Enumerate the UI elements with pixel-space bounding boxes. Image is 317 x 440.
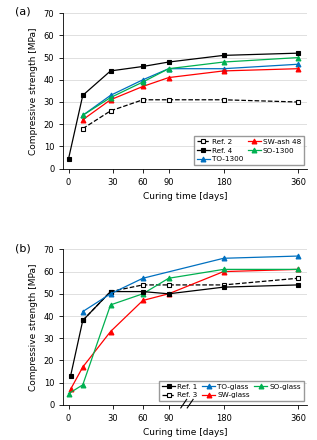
SO-glass [167, 275, 171, 281]
Ref. 1 [141, 289, 145, 294]
SW-ash 48 [141, 84, 145, 89]
Ref. 4 [109, 68, 113, 73]
TO-glass [222, 256, 225, 261]
Ref. 1 [69, 373, 73, 378]
Line: SO-glass: SO-glass [66, 267, 300, 396]
SW-ash 48 [109, 97, 113, 103]
Ref. 2 [296, 99, 300, 105]
Line: SW-ash 48: SW-ash 48 [80, 66, 300, 122]
Ref. 2 [81, 126, 85, 131]
Ref. 3 [109, 289, 113, 294]
Ref. 3 [296, 275, 300, 281]
SO-1300 [296, 55, 300, 60]
SO-glass [222, 267, 225, 272]
SO-glass [81, 382, 85, 388]
SW-glass [296, 267, 300, 272]
Ref. 1 [109, 289, 113, 294]
Legend: Ref. 2, Ref. 4, TO-1300, SW-ash 48, SO-1300: Ref. 2, Ref. 4, TO-1300, SW-ash 48, SO-1… [194, 136, 304, 165]
SW-glass [69, 387, 73, 392]
SW-ash 48 [81, 117, 85, 122]
SO-glass [109, 302, 113, 308]
TO-1300 [222, 66, 225, 71]
Line: Ref. 1: Ref. 1 [68, 282, 300, 378]
Ref. 2 [167, 97, 171, 103]
TO-glass [296, 253, 300, 259]
SO-1300 [167, 66, 171, 71]
Y-axis label: Compressive strength [MPa]: Compressive strength [MPa] [29, 27, 38, 154]
SO-glass [67, 391, 70, 396]
Line: Ref. 2: Ref. 2 [80, 97, 300, 131]
SW-glass [109, 329, 113, 334]
Ref. 3 [167, 282, 171, 288]
Ref. 4 [141, 64, 145, 69]
Ref. 4 [296, 51, 300, 56]
SW-ash 48 [167, 75, 171, 80]
Ref. 3 [81, 318, 85, 323]
SO-1300 [81, 113, 85, 118]
SW-glass [222, 269, 225, 274]
Ref. 2 [222, 97, 225, 103]
SO-1300 [222, 59, 225, 65]
Ref. 4 [167, 59, 171, 65]
Ref. 3 [222, 282, 225, 288]
TO-1300 [141, 77, 145, 82]
Ref. 2 [109, 108, 113, 114]
TO-1300 [81, 113, 85, 118]
SO-glass [141, 291, 145, 297]
Text: (a): (a) [15, 7, 30, 17]
TO-1300 [109, 93, 113, 98]
Line: TO-1300: TO-1300 [80, 62, 300, 118]
SO-1300 [109, 95, 113, 100]
SO-1300 [141, 79, 145, 84]
Ref. 1 [296, 282, 300, 288]
TO-glass [81, 309, 85, 314]
TO-glass [141, 275, 145, 281]
Text: (b): (b) [15, 243, 30, 253]
SW-ash 48 [222, 68, 225, 73]
TO-1300 [296, 62, 300, 67]
Y-axis label: Compressive strength [MPa]: Compressive strength [MPa] [29, 264, 38, 391]
Ref. 4 [222, 53, 225, 58]
SO-glass [296, 267, 300, 272]
Line: Ref. 3: Ref. 3 [80, 276, 300, 323]
Line: SO-1300: SO-1300 [80, 55, 300, 118]
X-axis label: Curing time [days]: Curing time [days] [143, 429, 228, 437]
Ref. 1 [167, 291, 171, 297]
Ref. 1 [81, 318, 85, 323]
X-axis label: Curing time [days]: Curing time [days] [143, 192, 228, 201]
Legend: Ref. 1, Ref. 3, TO-glass, SW-glass, SO-glass: Ref. 1, Ref. 3, TO-glass, SW-glass, SO-g… [159, 381, 304, 401]
TO-glass [109, 291, 113, 297]
Line: TO-glass: TO-glass [80, 253, 300, 314]
SW-glass [167, 291, 171, 297]
Ref. 4 [67, 156, 70, 161]
Ref. 2 [141, 97, 145, 103]
Ref. 4 [81, 93, 85, 98]
SW-glass [141, 298, 145, 303]
Ref. 1 [222, 285, 225, 290]
SW-glass [81, 364, 85, 370]
TO-1300 [167, 66, 171, 71]
Line: SW-glass: SW-glass [68, 267, 300, 392]
Line: Ref. 4: Ref. 4 [66, 51, 300, 161]
SW-ash 48 [296, 66, 300, 71]
Ref. 3 [141, 282, 145, 288]
